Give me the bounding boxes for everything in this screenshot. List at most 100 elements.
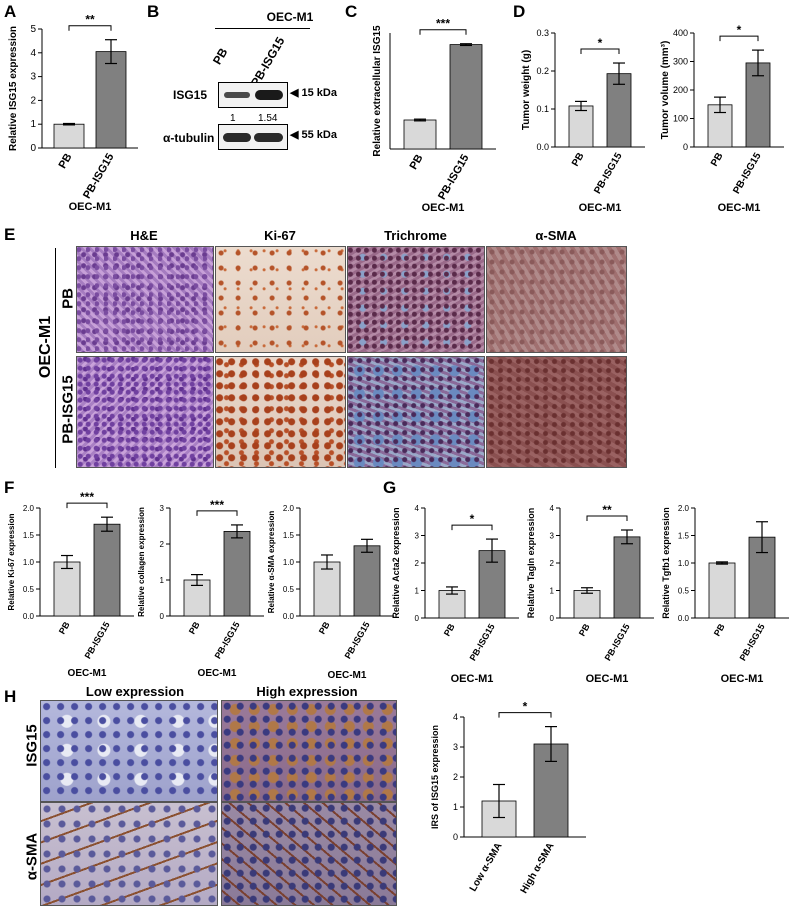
category-label-0: PB <box>577 622 592 638</box>
category-label-0: PB <box>442 622 457 638</box>
chart-panel-c: Relative extracellular ISG15 PB PB-ISG15 **… <box>372 17 496 214</box>
y-tick-label: 0.2 <box>536 66 549 76</box>
category-label-0: PB <box>317 620 332 636</box>
y-tick-label: 1.5 <box>283 531 295 540</box>
category-label-0: PB <box>57 620 72 636</box>
wb-row-tubulin: α-tubulin <box>163 131 215 145</box>
y-axis-label: Tumor volume (mm³) <box>660 41 671 140</box>
chart-panel-g-tagln: 0 1 2 3 4 Relative Tagln expression PB PB-ISG15… <box>526 503 654 685</box>
category-label-1: PB-ISG15 <box>436 153 471 202</box>
significance-bracket <box>580 48 620 55</box>
panel-label-f: F <box>4 478 15 497</box>
stain-header-trichrome: Trichrome <box>384 228 447 243</box>
x-axis-label: OEC-M1 <box>579 202 622 214</box>
panel-label-e: E <box>4 225 16 244</box>
significance-bracket <box>451 524 493 531</box>
y-tick-label: 1.0 <box>283 558 295 567</box>
wb-quant-pb: 1 <box>230 113 236 124</box>
y-tick-label: 5 <box>30 24 36 35</box>
significance-bracket <box>498 712 552 718</box>
significance-marker: * <box>598 36 603 50</box>
y-tick-label: 3 <box>453 742 458 752</box>
bar-0 <box>53 561 81 617</box>
ihc-asma-low <box>40 802 218 906</box>
significance-marker: ** <box>85 13 95 27</box>
y-axis-label: Relative Tgfb1 expression <box>661 507 671 619</box>
significance-marker: * <box>737 23 742 37</box>
x-axis-label: OEC-M1 <box>721 673 764 685</box>
x-axis-label: OEC-M1 <box>69 201 112 213</box>
chart-panel-a: 0 1 2 3 4 5 Relative ISG15 expression PB PB-ISG1… <box>8 13 138 213</box>
panel-label-b: B <box>147 2 160 21</box>
y-tick-label: 0 <box>30 143 36 154</box>
wb-band-pbisg15-tubulin <box>254 133 283 142</box>
y-tick-label: 1.0 <box>23 558 35 567</box>
y-tick-label: 2 <box>160 540 165 549</box>
y-tick-label: 2.0 <box>23 504 35 513</box>
h-col-header-low: Low expression <box>85 684 185 699</box>
wb-band-pbisg15-isg15 <box>255 90 283 100</box>
e-row-label-pbisg15: PB-ISG15 <box>59 375 77 444</box>
chart-panel-f-asma: 0.0 0.5 1.0 1.5 2.0 Relative α-SMA expression… <box>267 504 394 681</box>
wb-lane-pb: PB <box>210 45 231 67</box>
bar-0 <box>403 119 437 150</box>
ihc-asma-high <box>221 802 397 906</box>
significance-marker: ** <box>602 503 612 517</box>
y-tick-label: 0.3 <box>536 28 549 38</box>
wb-band-pb-isg15 <box>224 92 250 98</box>
bar-1 <box>606 73 632 148</box>
y-axis-label: Relative collagen expression <box>137 507 146 617</box>
category-label-0: Low α-SMA <box>468 841 505 894</box>
e-row-bracket <box>55 248 56 468</box>
chart-panel-d-weight: 0.0 0.1 0.2 0.3 Tumor weight (g) PB PB-ISG15 * O… <box>521 28 645 214</box>
wb-tubulin-box <box>218 124 288 150</box>
category-label-1: PB-ISG15 <box>81 152 116 201</box>
category-label-1: PB-ISG15 <box>343 620 372 661</box>
category-label-1: PB-ISG15 <box>738 622 767 663</box>
wb-header-line <box>215 28 310 29</box>
h-col-header-high: High expression <box>256 684 358 699</box>
y-tick-label: 1.5 <box>678 532 690 541</box>
chart-panel-f-collagen: 0 1 2 3 Relative collagen expression PB PB-ISG… <box>137 498 264 679</box>
y-tick-label: 0.0 <box>678 614 690 623</box>
y-tick-label: 1 <box>160 576 165 585</box>
category-label-0: PB <box>187 620 202 636</box>
significance-marker: * <box>523 700 528 714</box>
category-label-0: PB <box>712 622 727 638</box>
wb-band-pb-tubulin <box>223 133 251 142</box>
y-axis-label: Relative α-SMA expression <box>267 511 276 614</box>
micro-asma-pb <box>486 246 627 353</box>
bar-1 <box>613 536 641 619</box>
bar-1 <box>93 523 121 617</box>
y-tick-label: 3 <box>160 504 165 513</box>
y-tick-label: 0.0 <box>536 142 549 152</box>
category-label-1: PB-ISG15 <box>468 622 497 663</box>
y-tick-label: 0.0 <box>23 612 35 621</box>
significance-bracket <box>419 29 467 35</box>
y-tick-label: 2.0 <box>678 504 690 513</box>
y-axis-label: Relative Tagln expression <box>526 508 536 618</box>
y-tick-label: 1 <box>30 119 36 130</box>
category-label-1: PB-ISG15 <box>603 622 632 663</box>
bar-0 <box>573 590 601 619</box>
category-label-1: PB-ISG15 <box>592 151 625 196</box>
significance-marker: * <box>470 512 475 526</box>
y-tick-label: 4 <box>550 504 555 513</box>
category-label-1: PB-ISG15 <box>731 151 764 196</box>
micro-he-pb <box>76 246 214 353</box>
chart-panel-g-tgfb1: 0.0 0.5 1.0 1.5 2.0 Relative Tgfb1 expression… <box>661 504 789 685</box>
panel-label-h: H <box>4 687 17 706</box>
y-tick-label: 0 <box>160 612 165 621</box>
panel-label-d: D <box>513 2 526 21</box>
ihc-isg15-low <box>40 700 218 802</box>
y-tick-label: 3 <box>30 72 36 83</box>
y-tick-label: 2 <box>415 559 420 568</box>
y-tick-label: 0.1 <box>536 104 549 114</box>
stain-header-he: H&E <box>130 228 158 243</box>
h-row-label-asma: α-SMA <box>23 832 41 881</box>
bar-0 <box>183 579 211 617</box>
wb-isg15-box <box>218 82 288 108</box>
y-tick-label: 2 <box>453 772 458 782</box>
category-label-1: PB-ISG15 <box>83 620 112 661</box>
y-tick-label: 1 <box>550 587 555 596</box>
